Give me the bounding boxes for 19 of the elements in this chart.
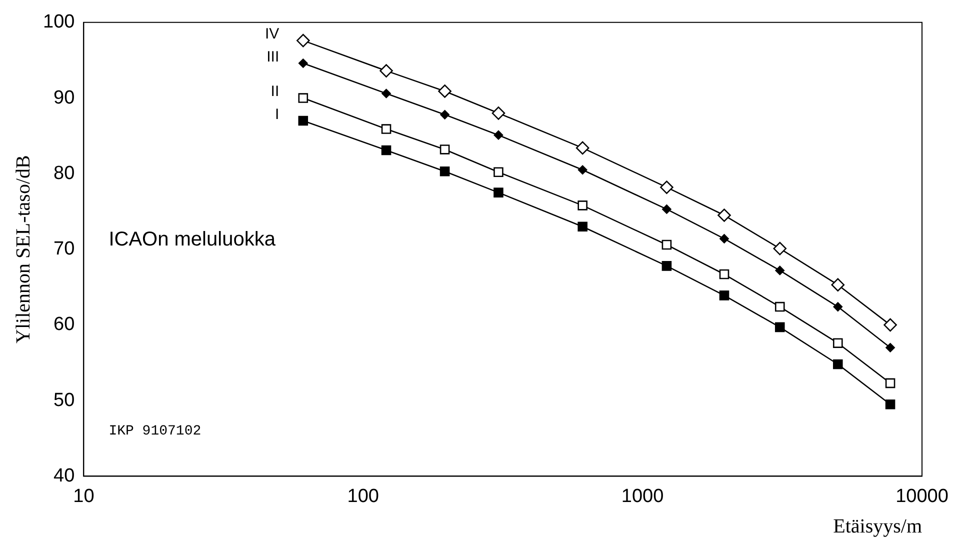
x-tick-label: 10000 — [896, 486, 948, 507]
series-label: III — [266, 48, 280, 66]
x-tick-label: 100 — [347, 486, 379, 507]
series-label: IV — [264, 26, 280, 43]
annotation: IKP 9107102 — [108, 424, 202, 440]
y-tick-label: 70 — [54, 238, 75, 260]
x-tick-label: 10 — [73, 486, 94, 507]
y-tick-label: 60 — [54, 314, 75, 336]
x-tick-label: 1000 — [621, 486, 664, 507]
series-label: II — [270, 83, 280, 100]
y-tick-label: 40 — [54, 465, 75, 486]
series-label: I — [274, 106, 280, 123]
y-tick-label: 80 — [54, 162, 75, 184]
y-tick-label: 90 — [54, 87, 75, 108]
y-tick-label: 50 — [54, 390, 75, 411]
x-axis-title: Etäisyys/m — [833, 515, 922, 538]
y-tick-label: 100 — [43, 12, 75, 33]
annotation: ICAOn meluluokka — [108, 228, 276, 251]
y-axis-title: Ylilennon SEL-taso/dB — [12, 155, 34, 344]
